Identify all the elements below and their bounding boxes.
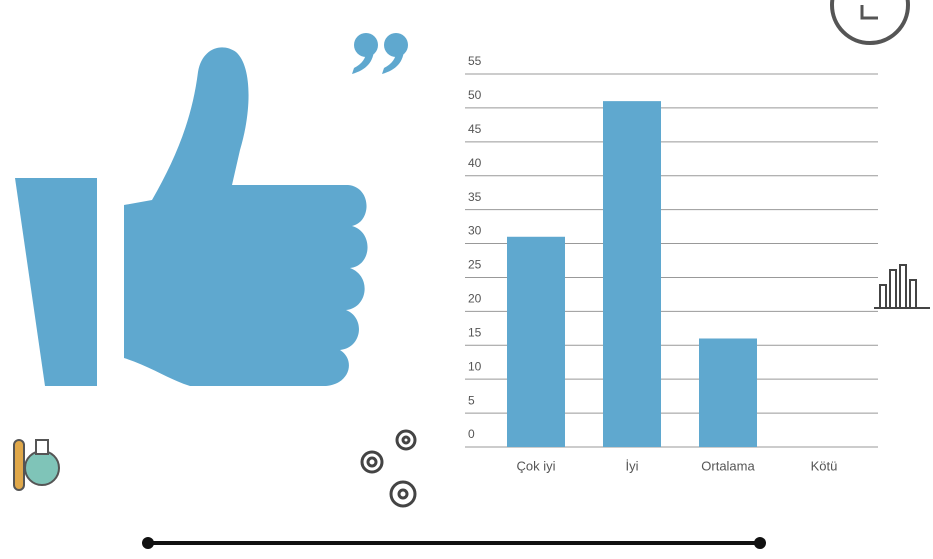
corner-icon-glyph: [860, 5, 878, 20]
x-tick-label: Çok iyi: [516, 458, 555, 473]
y-tick-label: 35: [468, 190, 482, 204]
y-tick-label: 0: [468, 427, 475, 441]
lab-icon: [13, 439, 60, 491]
y-tick-label: 25: [468, 258, 482, 272]
bar: [699, 338, 757, 447]
y-tick-label: 30: [468, 224, 482, 238]
y-tick-label: 40: [468, 156, 482, 170]
bar: [507, 236, 565, 447]
timeline: [142, 537, 766, 549]
y-tick-label: 15: [468, 325, 482, 339]
x-tick-label: Kötü: [811, 458, 838, 473]
y-tick-label: 55: [468, 54, 482, 68]
y-tick-label: 10: [468, 359, 482, 373]
y-tick-label: 5: [468, 393, 475, 407]
x-tick-label: Ortalama: [701, 458, 755, 473]
bar-chart: 0 5 10 15 20 25 30 35 40 45 50 55 Çok iyi İyi Ortalama…: [465, 54, 878, 473]
quote-mark: [352, 33, 408, 74]
bars-icon: [874, 264, 930, 309]
gears-icon: [360, 429, 417, 508]
bar: [603, 101, 661, 448]
corner-icon: [830, 0, 910, 45]
y-tick-label: 50: [468, 88, 482, 102]
y-tick-label: 20: [468, 292, 482, 306]
x-tick-label: İyi: [626, 458, 639, 473]
y-tick-label: 45: [468, 122, 482, 136]
thumbs-up-icon: [15, 47, 368, 386]
